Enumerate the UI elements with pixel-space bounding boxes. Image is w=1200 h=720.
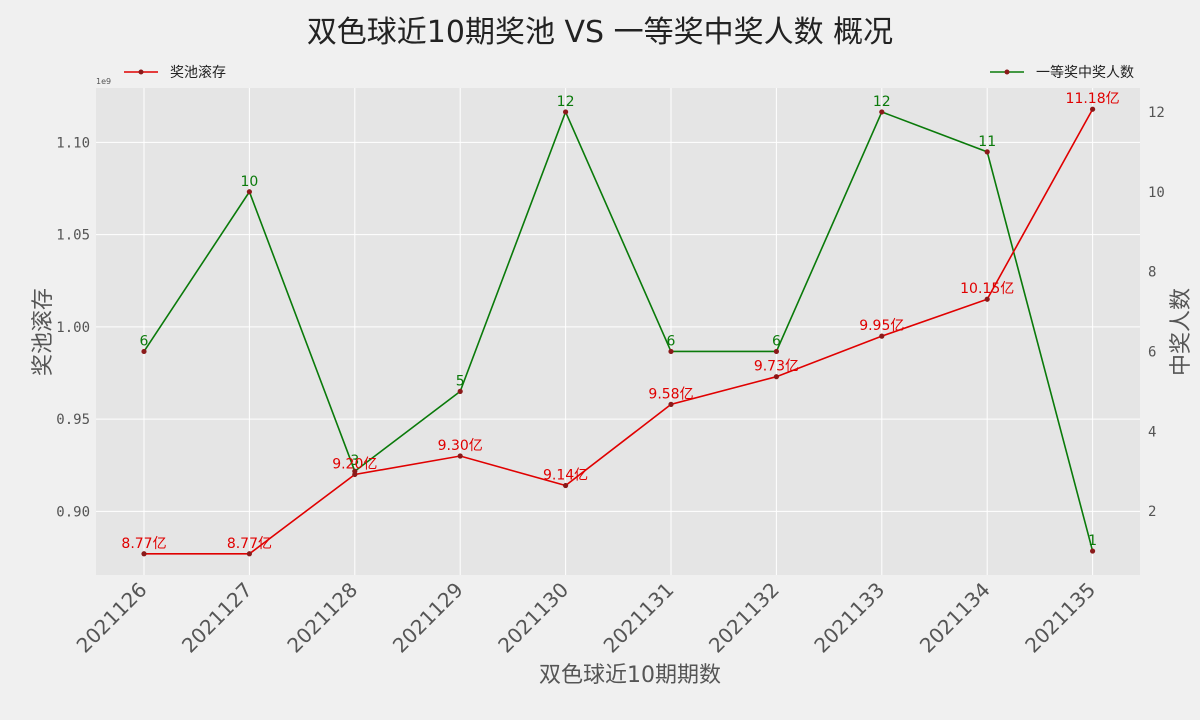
x-axis-ticks: 2021126 2021127 2021128 2021129 2021130 20211… <box>72 578 1101 658</box>
x-tick-label: 2021130 <box>493 578 573 658</box>
pool-data-label: 10.15亿 <box>960 281 1014 297</box>
series-pool: 8.77亿 8.77亿 9.20亿 9.30亿 9.14亿 9.58亿 9.73亿 9.95亿… <box>121 91 1120 557</box>
winners-point <box>141 348 147 355</box>
pool-data-label: 9.58亿 <box>648 386 693 402</box>
x-tick-label: 2021133 <box>809 578 889 658</box>
x-tick-label: 2021129 <box>388 578 468 658</box>
x-tick-label: 2021126 <box>72 578 152 658</box>
pool-data-label: 8.77亿 <box>227 536 272 552</box>
pool-data-label: 9.20亿 <box>332 456 377 472</box>
x-tick-label: 2021127 <box>177 578 257 658</box>
pool-data-label: 9.95亿 <box>859 318 904 334</box>
x-tick-label: 2021135 <box>1020 578 1100 658</box>
winners-point <box>668 348 674 355</box>
winners-point <box>984 149 990 155</box>
left-axis-ticks: 0.90 0.95 1.00 1.05 1.10 <box>56 135 90 520</box>
grid <box>96 88 1140 575</box>
pool-point <box>141 551 147 557</box>
x-axis-label: 双色球近10期期数 <box>539 663 721 688</box>
winners-data-label: 6 <box>667 333 676 349</box>
pool-point <box>457 453 463 459</box>
legend-pool-label: 奖池滚存 <box>170 64 226 81</box>
left-y-tick-label: 0.90 <box>56 504 90 520</box>
left-y-tick-label: 1.05 <box>56 228 90 244</box>
winners-data-label: 11 <box>978 134 996 150</box>
winners-point <box>773 348 780 355</box>
pool-point <box>773 374 780 380</box>
winners-data-label: 12 <box>557 94 575 110</box>
right-y-tick-label: 6 <box>1148 344 1156 360</box>
pool-data-label: 9.14亿 <box>543 468 588 484</box>
winners-line <box>143 109 1094 552</box>
winners-point <box>563 109 569 115</box>
winners-point <box>246 189 252 195</box>
winners-data-label: 10 <box>240 174 258 190</box>
x-tick-label: 2021134 <box>915 578 995 658</box>
pool-point <box>563 482 569 489</box>
legend-pool-marker <box>138 69 144 75</box>
pool-data-label: 9.30亿 <box>438 438 483 454</box>
pool-point <box>352 471 358 478</box>
left-y-tick-label: 1.10 <box>56 135 90 151</box>
pool-point <box>246 551 252 557</box>
right-axis-label: 中奖人数 <box>1169 288 1194 376</box>
pool-data-label: 11.18亿 <box>1066 91 1120 107</box>
legend-pool: 奖池滚存 <box>124 64 226 81</box>
right-y-tick-label: 10 <box>1148 185 1165 201</box>
left-axis-exponent: 1e9 <box>96 77 111 86</box>
x-tick-label: 2021132 <box>704 578 784 658</box>
winners-data-label: 1 <box>1088 533 1097 549</box>
legend-winners-marker <box>1004 69 1010 75</box>
winners-data-label: 12 <box>873 94 891 110</box>
winners-point <box>879 109 885 115</box>
right-y-tick-label: 4 <box>1148 424 1156 440</box>
right-y-tick-label: 12 <box>1148 105 1165 121</box>
pool-line <box>144 108 1094 555</box>
winners-data-label: 5 <box>456 373 465 389</box>
legend-winners-label: 一等奖中奖人数 <box>1036 64 1134 81</box>
plot-area <box>96 88 1140 575</box>
chart-title: 双色球近10期奖池 VS 一等奖中奖人数 概况 <box>307 15 893 50</box>
x-tick-label: 2021131 <box>599 578 679 658</box>
pool-point <box>668 401 674 407</box>
winners-data-label: 6 <box>772 333 781 349</box>
left-axis-label: 奖池滚存 <box>31 288 56 376</box>
x-tick-label: 2021128 <box>282 578 362 658</box>
pool-point <box>879 333 885 339</box>
winners-point <box>1090 548 1096 554</box>
pool-point <box>984 296 990 302</box>
right-axis-ticks: 2 4 6 8 10 12 <box>1148 105 1165 520</box>
pool-data-label: 8.77亿 <box>121 536 166 552</box>
pool-point <box>1090 106 1096 112</box>
winners-point <box>457 388 463 394</box>
right-y-tick-label: 8 <box>1148 265 1156 281</box>
left-y-tick-label: 1.00 <box>56 320 90 336</box>
left-y-tick-label: 0.95 <box>56 412 90 428</box>
right-y-tick-label: 2 <box>1148 504 1156 520</box>
winners-data-label: 3 <box>350 453 359 469</box>
pool-data-label: 9.73亿 <box>754 359 799 375</box>
legend-winners: 一等奖中奖人数 <box>990 64 1134 81</box>
winners-data-label: 6 <box>140 333 149 349</box>
